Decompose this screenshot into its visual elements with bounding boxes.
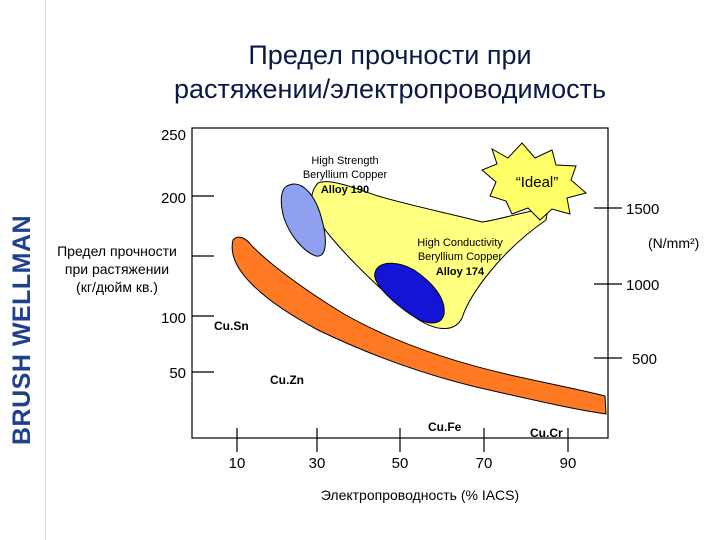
bottom-tick-label-10: 10 [229,455,246,472]
high-strength-label-line-1: High Strength [311,155,378,167]
bottom-tick-label-30: 30 [309,455,326,472]
orange-alloy-band [231,236,607,415]
left-tick-label-100: 100 [161,310,186,327]
cuzn-label: Cu.Zn [270,373,304,387]
ideal-label: “Ideal” [516,174,559,191]
cusn-label: Cu.Sn [214,319,249,333]
right-axis-unit: (N/mm²) [648,235,699,251]
left-axis-label-line-2: при растяжении [65,261,169,277]
left-axis-label-box [48,238,186,296]
right-tick-label-1500: 1500 [626,201,659,218]
bottom-tick-label-90: 90 [560,455,577,472]
cucr-label: Cu.Cr [530,426,563,440]
left-tick-label-50: 50 [169,365,186,382]
ideal-starburst [481,142,588,221]
right-tick-label-500: 500 [632,351,657,368]
high-conductivity-label-line-2: Beryllium Copper [418,251,503,263]
high-conductivity-label-line-1: High Conductivity [417,237,503,249]
x-axis-label: Электропроводность (% IACS) [321,487,519,503]
left-axis-label-line-3: (кг/дюйм кв.) [76,279,158,295]
left-axis-ticks [192,195,214,373]
high-conductivity-alloy-174-region [374,262,445,324]
high-strength-label-line-2: Beryllium Copper [303,169,388,181]
beryllium-copper-band [311,181,549,329]
right-tick-label-1000: 1000 [626,277,659,294]
bottom-axis-ticks [236,428,569,452]
high-strength-label-line-3: Alloy 190 [321,184,369,196]
title-line-1: Предел прочности при [248,40,532,70]
cufe-label: Cu.Fe [428,420,462,434]
page-title: Предел прочности при растяжении/электроп… [110,38,670,106]
right-axis-ticks [594,207,622,359]
left-tick-label-250: 250 [161,127,186,144]
high-conductivity-label-line-3: Alloy 174 [436,266,485,278]
side-brand-bar: BRUSH WELLMAN [0,0,46,540]
bottom-tick-label-70: 70 [476,455,493,472]
left-tick-label-200: 200 [161,190,186,207]
left-axis-label-line-1: Предел прочности [57,243,177,259]
bottom-tick-label-50: 50 [392,455,409,472]
high-strength-alloy-190-region [280,183,326,257]
title-line-2: растяжении/электропроводимость [173,74,607,104]
